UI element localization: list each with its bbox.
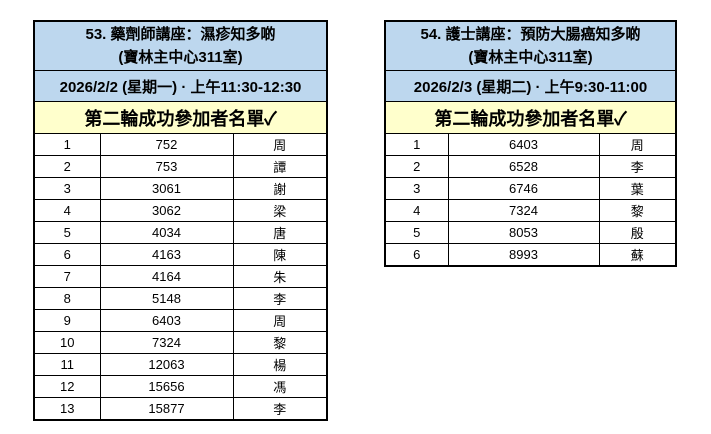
lecture-room: (寶林主中心311室) bbox=[118, 49, 243, 66]
session-datetime-row: 2026/2/2 (星期一) · 上午11:30-12:30 bbox=[33, 70, 328, 102]
surname-cell: 周 bbox=[232, 133, 328, 156]
table-row: 3 6746 葉 bbox=[384, 177, 677, 200]
surname-cell: 黎 bbox=[232, 331, 328, 354]
row-number-cell: 5 bbox=[33, 221, 101, 244]
surname-cell: 謝 bbox=[232, 177, 328, 200]
table-row: 1 6403 周 bbox=[384, 133, 677, 156]
member-id-cell: 7324 bbox=[99, 331, 234, 354]
lecture-title: 53. 藥劑師講座：濕疹知多啲 bbox=[85, 26, 276, 43]
lecture-title-cell: 54. 護士講座：預防大腸癌知多啲 (寶林主中心311室) bbox=[384, 20, 677, 71]
surname-cell: 殷 bbox=[598, 221, 677, 244]
member-id-cell: 4034 bbox=[99, 221, 234, 244]
lecture-54-table: 54. 護士講座：預防大腸癌知多啲 (寶林主中心311室) 2026/2/3 (… bbox=[384, 20, 677, 267]
table-row: 4 3062 梁 bbox=[33, 199, 328, 222]
row-number-cell: 8 bbox=[33, 287, 101, 310]
member-id-cell: 3062 bbox=[99, 199, 234, 222]
session-datetime-row: 2026/2/3 (星期二) · 上午9:30-11:00 bbox=[384, 70, 677, 102]
member-id-cell: 6746 bbox=[447, 177, 600, 200]
member-id-cell: 12063 bbox=[99, 353, 234, 376]
row-number-cell: 10 bbox=[33, 331, 101, 354]
table-row: 2 6528 李 bbox=[384, 155, 677, 178]
row-number-cell: 3 bbox=[33, 177, 101, 200]
surname-cell: 李 bbox=[598, 155, 677, 178]
surname-cell: 陳 bbox=[232, 243, 328, 266]
surname-cell: 朱 bbox=[232, 265, 328, 288]
row-number-cell: 3 bbox=[384, 177, 449, 200]
member-id-cell: 15877 bbox=[99, 397, 234, 420]
row-number-cell: 7 bbox=[33, 265, 101, 288]
member-id-cell: 6403 bbox=[447, 133, 600, 156]
lecture-53-table: 53. 藥劑師講座：濕疹知多啲 (寶林主中心311室) 2026/2/2 (星期… bbox=[33, 20, 328, 421]
row-number-cell: 4 bbox=[33, 199, 101, 222]
table-row: 13 15877 李 bbox=[33, 397, 328, 420]
row-number-cell: 12 bbox=[33, 375, 101, 398]
table-row: 12 15656 馮 bbox=[33, 375, 328, 398]
row-number-cell: 2 bbox=[384, 155, 449, 178]
round-list-title: 第二輪成功參加者名單✓ bbox=[33, 101, 328, 134]
row-number-cell: 4 bbox=[384, 199, 449, 222]
lecture-title-cell: 53. 藥劑師講座：濕疹知多啲 (寶林主中心311室) bbox=[33, 20, 328, 71]
member-id-cell: 15656 bbox=[99, 375, 234, 398]
surname-cell: 黎 bbox=[598, 199, 677, 222]
surname-cell: 周 bbox=[598, 133, 677, 156]
session-datetime: 2026/2/2 (星期一) · 上午11:30-12:30 bbox=[33, 70, 328, 102]
row-number-cell: 11 bbox=[33, 353, 101, 376]
participants-rows: 1 6403 周 2 6528 李 3 6746 葉 4 7324 黎 5 8053 殷 6 8993 蘇 bbox=[384, 133, 677, 266]
session-datetime: 2026/2/3 (星期二) · 上午9:30-11:00 bbox=[384, 70, 677, 102]
table-row: 5 8053 殷 bbox=[384, 221, 677, 244]
member-id-cell: 7324 bbox=[447, 199, 600, 222]
member-id-cell: 3061 bbox=[99, 177, 234, 200]
surname-cell: 周 bbox=[232, 309, 328, 332]
table-row: 9 6403 周 bbox=[33, 309, 328, 332]
surname-cell: 梁 bbox=[232, 199, 328, 222]
member-id-cell: 6403 bbox=[99, 309, 234, 332]
row-number-cell: 1 bbox=[33, 133, 101, 156]
member-id-cell: 752 bbox=[99, 133, 234, 156]
member-id-cell: 8993 bbox=[447, 243, 600, 266]
lecture-title: 54. 護士講座：預防大腸癌知多啲 bbox=[420, 26, 641, 43]
member-id-cell: 753 bbox=[99, 155, 234, 178]
surname-cell: 李 bbox=[232, 287, 328, 310]
table-row: 1 752 周 bbox=[33, 133, 328, 156]
round-list-title: 第二輪成功參加者名單✓ bbox=[384, 101, 677, 134]
row-number-cell: 9 bbox=[33, 309, 101, 332]
member-id-cell: 8053 bbox=[447, 221, 600, 244]
lecture-title-row: 53. 藥劑師講座：濕疹知多啲 (寶林主中心311室) bbox=[33, 20, 328, 71]
surname-cell: 李 bbox=[232, 397, 328, 420]
surname-cell: 葉 bbox=[598, 177, 677, 200]
table-row: 11 12063 楊 bbox=[33, 353, 328, 376]
round-list-title-row: 第二輪成功參加者名單✓ bbox=[33, 101, 328, 134]
table-row: 3 3061 謝 bbox=[33, 177, 328, 200]
row-number-cell: 6 bbox=[33, 243, 101, 266]
table-row: 8 5148 李 bbox=[33, 287, 328, 310]
lecture-room: (寶林主中心311室) bbox=[468, 49, 593, 66]
member-id-cell: 4164 bbox=[99, 265, 234, 288]
row-number-cell: 5 bbox=[384, 221, 449, 244]
surname-cell: 馮 bbox=[232, 375, 328, 398]
surname-cell: 唐 bbox=[232, 221, 328, 244]
row-number-cell: 2 bbox=[33, 155, 101, 178]
participants-rows: 1 752 周 2 753 譚 3 3061 謝 4 3062 梁 5 4034 唐 6 4163 陳 7 4164 朱… bbox=[33, 133, 328, 420]
member-id-cell: 6528 bbox=[447, 155, 600, 178]
table-row: 10 7324 黎 bbox=[33, 331, 328, 354]
row-number-cell: 1 bbox=[384, 133, 449, 156]
table-row: 5 4034 唐 bbox=[33, 221, 328, 244]
row-number-cell: 6 bbox=[384, 243, 449, 266]
surname-cell: 楊 bbox=[232, 353, 328, 376]
table-row: 4 7324 黎 bbox=[384, 199, 677, 222]
table-row: 7 4164 朱 bbox=[33, 265, 328, 288]
table-row: 2 753 譚 bbox=[33, 155, 328, 178]
lecture-title-row: 54. 護士講座：預防大腸癌知多啲 (寶林主中心311室) bbox=[384, 20, 677, 71]
surname-cell: 譚 bbox=[232, 155, 328, 178]
round-list-title-row: 第二輪成功參加者名單✓ bbox=[384, 101, 677, 134]
table-row: 6 8993 蘇 bbox=[384, 243, 677, 266]
surname-cell: 蘇 bbox=[598, 243, 677, 266]
member-id-cell: 5148 bbox=[99, 287, 234, 310]
table-row: 6 4163 陳 bbox=[33, 243, 328, 266]
member-id-cell: 4163 bbox=[99, 243, 234, 266]
row-number-cell: 13 bbox=[33, 397, 101, 420]
